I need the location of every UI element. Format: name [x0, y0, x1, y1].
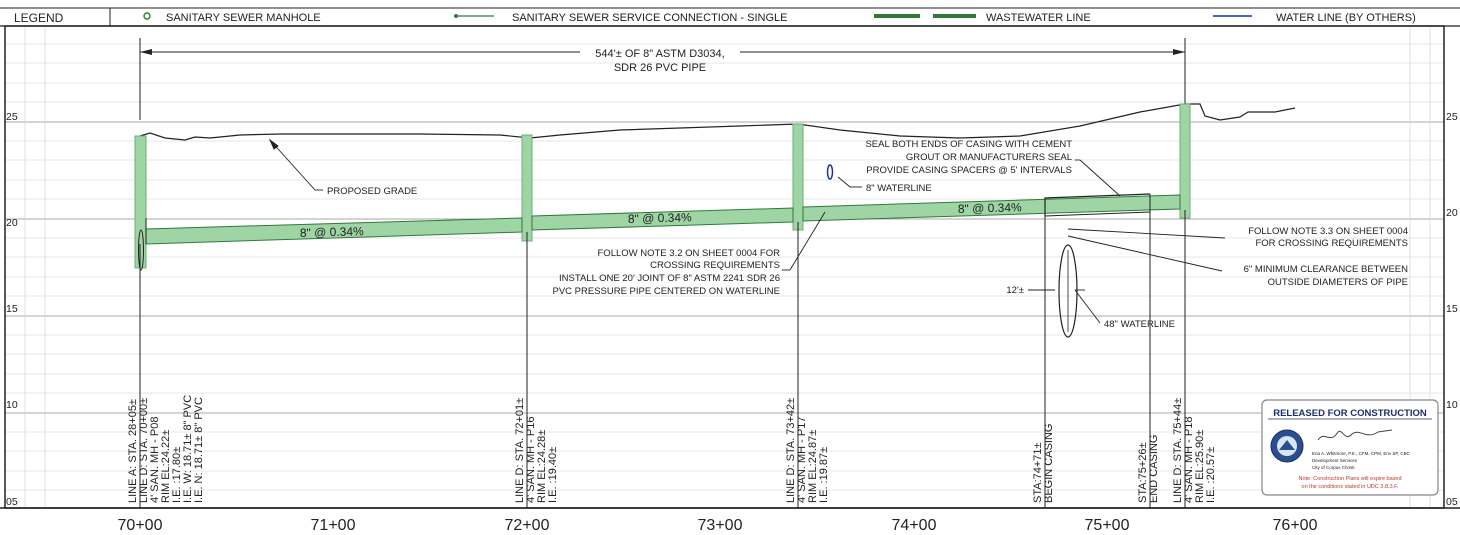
elev-left-15: 15	[6, 303, 18, 315]
elev-left-25: 25	[6, 111, 18, 123]
legend-water-label: WATER LINE (BY OTHERS)	[1276, 12, 1416, 24]
waterline-8-symbol	[826, 164, 834, 180]
station-74-00: 74+00	[892, 517, 937, 534]
station-annotation-0-3: RIM EL:24.22±	[160, 430, 172, 503]
elev-right-10: 10	[1446, 399, 1458, 411]
legend-title: LEGEND	[14, 11, 64, 25]
station-annotations: LINE A: STA. 28+05± LINE D: STA. 70+00± 4'…	[127, 395, 1217, 503]
service-connection-icon	[454, 14, 494, 18]
station-annotation-2-2: RIM EL:24.87±	[807, 430, 819, 503]
station-lines	[139, 210, 1186, 508]
station-76-00: 76+00	[1273, 517, 1318, 534]
note-12-ft: 12'±	[1006, 285, 1024, 296]
note-seal-3: PROVIDE CASING SPACERS @ 5' INTERVALS	[866, 165, 1072, 176]
legend-manhole-label: SANITARY SEWER MANHOLE	[166, 12, 321, 24]
note-seal-1: SEAL BOTH ENDS OF CASING WITH CEMENT	[865, 139, 1072, 150]
dimension-line1: 544'± OF 8" ASTM D3034,	[595, 48, 724, 60]
station-annotation-1-1: 4' SAN. MH - P16	[525, 417, 537, 503]
elev-left-20: 20	[6, 217, 18, 229]
dimension-line2: SDR 26 PVC PIPE	[614, 62, 706, 74]
elev-left-10: 10	[6, 399, 18, 411]
note32-2: CROSSING REQUIREMENTS	[650, 260, 780, 271]
station-annotation-1-2: RIM EL:24.28±	[536, 430, 548, 503]
steel-casing	[1044, 193, 1151, 217]
waterline-48-symbol	[1058, 244, 1078, 338]
wastewater-pipe	[145, 194, 1181, 245]
stamp-line-2: Development Services	[1312, 458, 1358, 463]
note-clearance-1: 6" MINIMUM CLEARANCE BETWEEN	[1244, 264, 1409, 275]
manhole-p17	[792, 123, 804, 231]
station-annotation-3-0: STA:74+71±	[1032, 442, 1044, 503]
stamp-line-1: Eria A. Whitmore, P.E., CFM, CPM, Env SP…	[1312, 451, 1411, 456]
station-annotation-0-2: 4' SAN. MH - P08	[149, 417, 161, 503]
callouts	[268, 138, 1226, 324]
station-annotation-4-1: END CASING	[1148, 435, 1160, 503]
station-annotation-0-0: LINE A: STA. 28+05±	[127, 399, 139, 503]
manhole-symbol-icon	[143, 12, 151, 20]
stamp-note-2: on the conditions stated in UDC 3.8.3.F.	[1302, 484, 1399, 490]
station-72-00: 72+00	[505, 517, 550, 534]
release-stamp: RELEASED FOR CONSTRUCTION Eria A. Whitmo…	[1261, 399, 1439, 496]
elev-right-15: 15	[1446, 303, 1458, 315]
note32-1: FOLLOW NOTE 3.2 ON SHEET 0004 FOR	[598, 248, 781, 259]
station-annotation-5-0: LINE D: STA. 75+44±	[1172, 398, 1184, 503]
manhole-p16	[521, 134, 533, 242]
manhole-p18	[1179, 103, 1191, 219]
stamp-line-3: City of Corpus Christi	[1312, 465, 1355, 470]
station-annotation-1-3: I.E. :19.40±	[547, 447, 559, 503]
station-annotation-2-1: 4' SAN. MH - P17	[796, 417, 808, 503]
station-annotation-0-1: LINE D: STA. 70+00±	[138, 398, 150, 503]
note33-1: FOLLOW NOTE 3.3 ON SHEET 0004	[1248, 226, 1408, 237]
legend-service-label: SANITARY SEWER SERVICE CONNECTION - SING…	[512, 12, 787, 24]
station-annotation-4-0: STA:75+26±	[1137, 442, 1149, 503]
note-proposed-grade: PROPOSED GRADE	[327, 186, 417, 197]
note33-2: FOR CROSSING REQUIREMENTS	[1255, 238, 1408, 249]
stamp-title: RELEASED FOR CONSTRUCTION	[1273, 408, 1427, 419]
note-clearance-2: OUTSIDE DIAMETERS OF PIPE	[1268, 277, 1408, 288]
proposed-grade-line	[139, 103, 1296, 141]
slope-label-3: 8" @ 0.34%	[958, 200, 1023, 216]
station-70-00: 70+00	[118, 517, 163, 534]
signature-icon	[1317, 429, 1393, 441]
station-annotation-5-3: I.E. :20.57±	[1205, 447, 1217, 503]
station-annotation-0-5: I.E. W: 18.71± 8" PVC	[182, 395, 194, 503]
station-annotation-2-3: I.E. :19.87±	[818, 447, 830, 503]
station-75-00: 75+00	[1085, 517, 1130, 534]
elev-right-25: 25	[1446, 111, 1458, 123]
note32-4: PVC PRESSURE PIPE CENTERED ON WATERLINE	[552, 286, 780, 297]
note-48-waterline: 48" WATERLINE	[1104, 319, 1175, 330]
legend-wastewater-label: WASTEWATER LINE	[986, 12, 1091, 24]
station-73-00: 73+00	[698, 517, 743, 534]
note-seal-2: GROUT OR MANUFACTURERS SEAL	[906, 152, 1072, 163]
legend-bar: LEGEND SANITARY SEWER MANHOLE SANITARY S…	[0, 7, 1460, 27]
elev-left-05: 05	[6, 496, 18, 508]
station-annotation-1-0: LINE D: STA. 72+01±	[514, 398, 526, 503]
slope-label-1: 8" @ 0.34%	[300, 224, 365, 240]
note-8-waterline: 8" WATERLINE	[866, 183, 932, 194]
station-annotation-0-6: I.E. N: 18.71± 8" PVC	[193, 397, 205, 503]
station-annotation-0-4: I.E. :17.80±	[171, 447, 183, 503]
station-71-00: 71+00	[311, 517, 356, 534]
slope-label-2: 8" @ 0.34%	[628, 210, 693, 226]
station-annotation-3-1: BEGIN CASING	[1043, 424, 1055, 503]
note32-3: INSTALL ONE 20' JOINT OF 8" ASTM 2241 SD…	[559, 273, 780, 284]
station-annotation-2-0: LINE D: STA. 73+42±	[785, 398, 797, 503]
elev-right-20: 20	[1446, 207, 1458, 219]
pipe-length-dimension: 544'± OF 8" ASTM D3034, SDR 26 PVC PIPE	[139, 38, 1186, 120]
city-seal-icon	[1270, 429, 1304, 463]
station-annotation-5-1: 4' SAN. MH - P18	[1183, 417, 1195, 503]
elev-right-05: 05	[1446, 496, 1458, 508]
stamp-note-1: Note: Construction Plans will expire bas…	[1298, 476, 1401, 482]
station-annotation-5-2: RIM EL:25.90±	[1194, 430, 1206, 503]
